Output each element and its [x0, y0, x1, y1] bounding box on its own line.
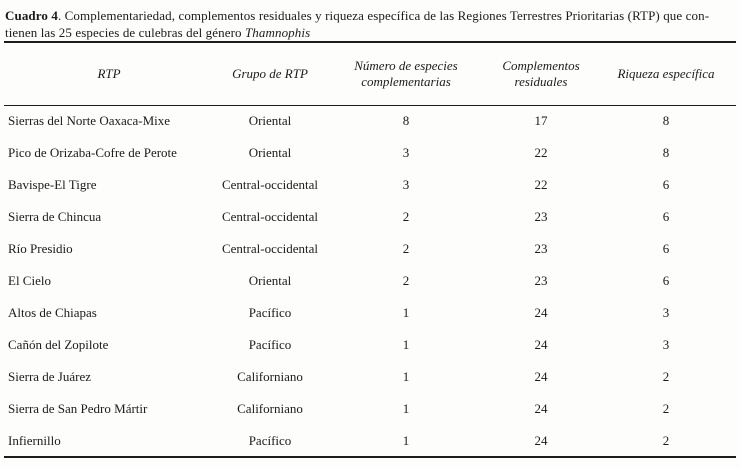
- cell-complementarias: 1: [402, 337, 410, 352]
- cell-rtp: Altos de Chiapas: [8, 305, 97, 320]
- cell-rtp: Bavispe-El Tigre: [8, 177, 97, 192]
- cell-residuales: 24: [534, 401, 548, 416]
- cell-complementarias: 1: [402, 369, 410, 384]
- cell-residuales: 22: [534, 145, 548, 160]
- cell-riqueza: 6: [662, 177, 670, 192]
- cell-grupo: Pacífico: [248, 305, 292, 320]
- cell-complementarias: 2: [402, 273, 410, 288]
- cell-grupo: Central-occidental: [221, 241, 318, 256]
- cell-complementarias: 2: [402, 209, 410, 224]
- caption-line-1: Cuadro 4. Complementariedad, complemento…: [5, 7, 736, 24]
- cell-riqueza: 2: [662, 432, 670, 448]
- cell-grupo: Oriental: [248, 145, 292, 160]
- cell-grupo: Oriental: [248, 113, 292, 129]
- table-row: Pico de Orizaba-Cofre de Perote Oriental…: [4, 137, 736, 169]
- genus-name: Thamnophis: [244, 25, 311, 40]
- cell-residuales: 24: [534, 432, 548, 448]
- column-header-complementarias: Número de especies complementarias: [326, 42, 486, 106]
- table-row: Sierra de Juárez Californiano 1 24 2: [4, 361, 736, 393]
- cell-complementarias: 2: [402, 241, 410, 256]
- cell-grupo: Central-occidental: [221, 177, 318, 192]
- cell-grupo: Pacífico: [248, 432, 292, 448]
- cell-rtp: Infiernillo: [8, 432, 61, 448]
- rtp-table: RTP Grupo de RTP Número de especies comp…: [4, 41, 736, 458]
- table-row: Bavispe-El Tigre Central-occidental 3 22…: [4, 169, 736, 201]
- table-row: Cañón del Zopilote Pacífico 1 24 3: [4, 329, 736, 361]
- cell-riqueza: 2: [662, 369, 670, 384]
- column-header-residuales: Complementos residuales: [486, 42, 596, 106]
- cell-residuales: 23: [534, 241, 548, 256]
- cell-complementarias: 3: [402, 177, 410, 192]
- cell-residuales: 24: [534, 369, 548, 384]
- cell-riqueza: 2: [662, 401, 670, 416]
- table-row: Infiernillo Pacífico 1 24 2: [4, 425, 736, 457]
- column-header-grupo: Grupo de RTP: [214, 42, 326, 106]
- cell-rtp: Sierra de San Pedro Mártir: [8, 401, 148, 416]
- table-row: Río Presidio Central-occidental 2 23 6: [4, 233, 736, 265]
- cell-rtp: Pico de Orizaba-Cofre de Perote: [8, 145, 177, 160]
- cell-rtp: Río Presidio: [8, 241, 73, 256]
- cell-riqueza: 8: [662, 145, 670, 160]
- cell-residuales: 23: [534, 209, 548, 224]
- cell-complementarias: 8: [402, 113, 410, 129]
- cell-residuales: 22: [534, 177, 548, 192]
- header-row: RTP Grupo de RTP Número de especies comp…: [4, 42, 736, 106]
- cell-complementarias: 1: [402, 305, 410, 320]
- cell-rtp: Cañón del Zopilote: [8, 337, 109, 352]
- cell-riqueza: 8: [662, 113, 670, 129]
- cell-riqueza: 3: [662, 337, 670, 352]
- cell-residuales: 17: [534, 113, 548, 129]
- cell-grupo: Oriental: [248, 273, 292, 288]
- table-header: RTP Grupo de RTP Número de especies comp…: [4, 42, 736, 106]
- cell-residuales: 24: [534, 305, 548, 320]
- caption-line-2: tienen las 25 especies de culebras del g…: [5, 24, 736, 41]
- column-header-rtp: RTP: [4, 42, 214, 106]
- cell-grupo: Californiano: [237, 401, 303, 416]
- table-row: Sierra de San Pedro Mártir Californiano …: [4, 393, 736, 425]
- cell-rtp: Sierra de Juárez: [8, 369, 92, 384]
- caption-label: Cuadro 4: [5, 8, 58, 23]
- table-row: El Cielo Oriental 2 23 6: [4, 265, 736, 297]
- table-row: Sierras del Norte Oaxaca-Mixe Oriental 8…: [4, 105, 736, 137]
- cell-rtp: Sierra de Chincua: [8, 209, 102, 224]
- cell-grupo: Central-occidental: [221, 209, 318, 224]
- cell-rtp: El Cielo: [8, 273, 51, 288]
- cell-riqueza: 3: [662, 305, 670, 320]
- table-caption: Cuadro 4. Complementariedad, complemento…: [0, 0, 740, 41]
- cell-grupo: Pacífico: [248, 337, 292, 352]
- table-row: Sierra de Chincua Central-occidental 2 2…: [4, 201, 736, 233]
- column-header-riqueza: Riqueza específica: [596, 42, 736, 106]
- cell-residuales: 24: [534, 337, 548, 352]
- cell-rtp: Sierras del Norte Oaxaca-Mixe: [8, 113, 171, 129]
- cell-riqueza: 6: [662, 241, 670, 256]
- table-row: Altos de Chiapas Pacífico 1 24 3: [4, 297, 736, 329]
- caption-text-2: tienen las 25 especies de culebras del g…: [5, 25, 245, 40]
- table-body: Sierras del Norte Oaxaca-Mixe Oriental 8…: [4, 105, 736, 457]
- cell-grupo: Californiano: [237, 369, 303, 384]
- cell-complementarias: 3: [402, 145, 410, 160]
- cell-complementarias: 1: [402, 401, 410, 416]
- cell-riqueza: 6: [662, 273, 670, 288]
- caption-text-1: . Complementariedad, complementos residu…: [57, 8, 710, 23]
- cell-riqueza: 6: [662, 209, 670, 224]
- cell-complementarias: 1: [402, 432, 410, 448]
- cell-residuales: 23: [534, 273, 548, 288]
